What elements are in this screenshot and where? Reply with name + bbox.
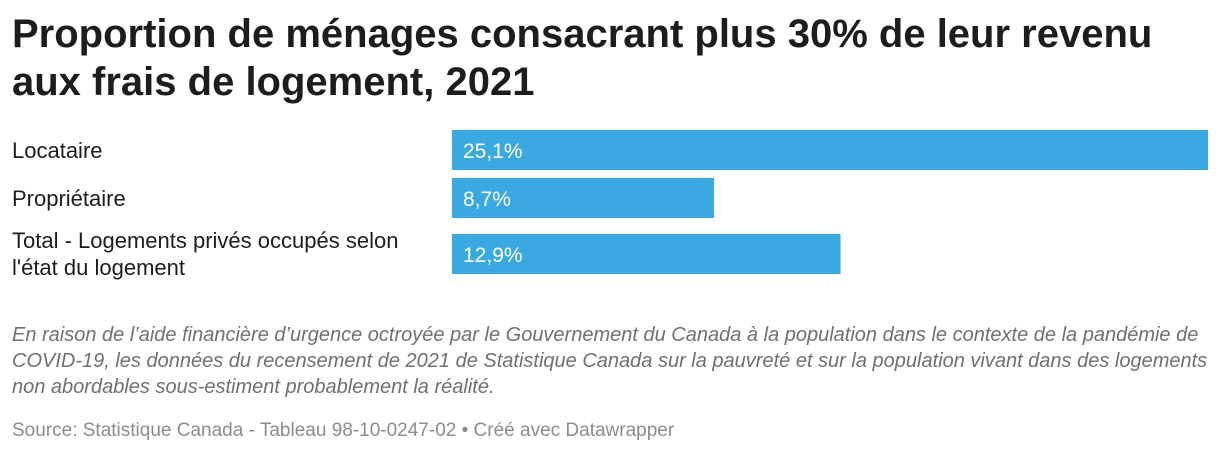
bar-value-label-1: 8,7% [463,188,511,211]
chart-title: Proportion de ménages consacrant plus 30… [12,12,1153,104]
bar-0 [452,130,1208,170]
bar-chart: 25,1% Locataire 8,7% Propriétaire 12,9% Total… [12,130,1208,280]
bar-1 [452,178,715,218]
category-label-2: Total - Logements privés occupés selon l'… [12,228,398,280]
bar-value-label-0: 25,1% [463,140,523,163]
bar-value-label-2: 12,9% [463,244,523,267]
bar-2 [452,234,841,274]
chart-notes: En raison de l’aide financière d’urgence… [12,324,1208,398]
chart-footer: Source: Statistique Canada - Tableau 98-… [12,420,675,441]
category-label-1: Propriétaire [12,186,126,211]
category-label-0: Locataire [12,138,103,163]
